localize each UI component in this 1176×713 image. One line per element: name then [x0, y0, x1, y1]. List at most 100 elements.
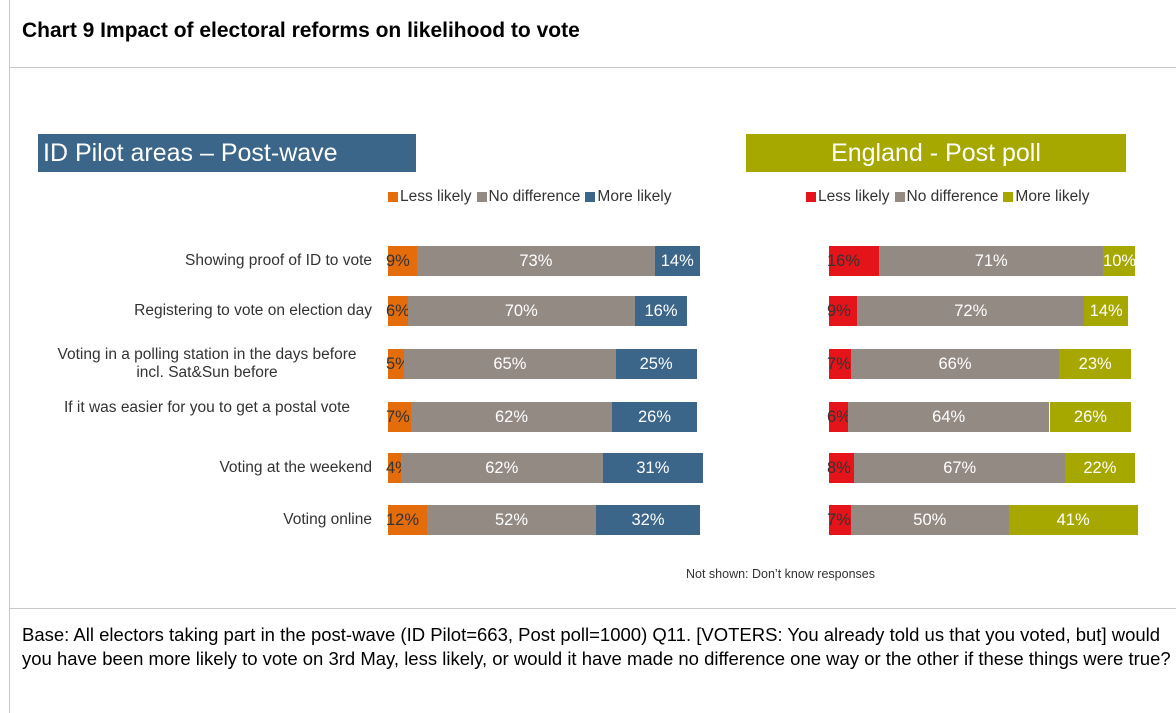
footnote: Not shown: Don’t know responses	[686, 567, 875, 581]
bar-segment-more-likely	[1065, 453, 1135, 483]
category-label: Voting at the weekend	[219, 459, 372, 476]
bar-segment-less-likely	[388, 402, 411, 432]
data-label: 65%	[493, 355, 527, 373]
bar-segment-no-difference	[854, 453, 1066, 483]
category-label: If it was easier for you to get a postal…	[63, 399, 351, 416]
data-label: 6%	[386, 302, 410, 320]
data-label: 7%	[827, 355, 851, 373]
data-label: 16%	[644, 302, 678, 320]
data-label: 64%	[932, 408, 966, 426]
bar-segment-no-difference	[407, 296, 635, 326]
data-label: 14%	[660, 252, 694, 270]
bar-segment-no-difference	[404, 349, 616, 379]
data-label: 14%	[1089, 302, 1123, 320]
bar-segment-no-difference	[410, 402, 613, 432]
data-label: 71%	[974, 252, 1008, 270]
bar-segment-more-likely	[602, 453, 704, 483]
chart-title: Chart 9 Impact of electoral reforms on l…	[22, 19, 580, 42]
data-label: 25%	[639, 355, 673, 373]
bar-segment-no-difference	[847, 402, 1050, 432]
data-label: 62%	[494, 408, 529, 426]
legend-swatch	[894, 192, 905, 202]
panel-title-id-pilot: ID Pilot areas – Post-wave	[38, 134, 416, 172]
data-label: 32%	[631, 511, 665, 529]
data-label: 70%	[504, 302, 538, 320]
bar-segment-less-likely	[388, 246, 418, 276]
bar-segment-less-likely	[829, 402, 848, 432]
base-text: Base: All electors taking part in the po…	[22, 624, 1171, 669]
legend-item-more-likely: More likely	[585, 188, 672, 206]
data-label: 7%	[827, 511, 851, 529]
data-label: 8%	[827, 459, 851, 477]
bar-segment-less-likely	[829, 453, 855, 483]
data-label: 41%	[1056, 511, 1090, 529]
legend-swatch	[388, 192, 398, 202]
legend-label: No difference	[906, 188, 999, 205]
data-label: 7%	[386, 408, 410, 426]
legend-item-no-difference: No difference	[894, 188, 999, 206]
legend-label: Less likely	[818, 188, 890, 205]
legend-england: Less likely No difference More likely	[806, 188, 1095, 206]
data-label: 23%	[1078, 355, 1112, 373]
data-label: 72%	[954, 302, 988, 320]
legend-swatch	[806, 192, 816, 202]
category-label: Registering to vote on election day	[134, 302, 372, 319]
legend-item-no-difference: No difference	[476, 188, 581, 206]
bar-segment-no-difference	[857, 296, 1085, 326]
legend-label: Less likely	[400, 188, 472, 205]
data-label: 52%	[494, 511, 529, 529]
category-label: Voting in a polling station in the days …	[57, 346, 357, 381]
legend-item-more-likely: More likely	[1003, 188, 1090, 206]
legend-swatch	[476, 192, 487, 202]
data-label: 16%	[827, 252, 861, 270]
data-label: 6%	[827, 408, 851, 426]
bar-segment-more-likely	[654, 246, 700, 276]
bar-segment-no-difference	[879, 246, 1104, 276]
bar-segment-more-likely	[1058, 349, 1132, 379]
data-label: 9%	[386, 252, 410, 270]
data-label: 5%	[386, 355, 410, 373]
legend-label: More likely	[597, 188, 672, 205]
legend-label: More likely	[1015, 188, 1090, 205]
bar-segment-more-likely	[1084, 296, 1129, 326]
data-label: 10%	[1103, 252, 1137, 270]
data-label: 66%	[938, 355, 972, 373]
bar-segment-no-difference	[851, 505, 1009, 535]
bar-segment-more-likely	[596, 505, 700, 535]
legend-swatch	[1003, 192, 1014, 202]
bar-segment-more-likely	[635, 296, 687, 326]
data-label: 67%	[943, 459, 977, 477]
bar-segment-no-difference	[851, 349, 1059, 379]
data-label: 22%	[1083, 459, 1117, 477]
bar-segment-more-likely	[1049, 402, 1132, 432]
bar-segment-less-likely	[829, 246, 880, 276]
bar-segment-more-likely	[615, 349, 697, 379]
title-bar	[9, 0, 1176, 68]
legend-label: No difference	[488, 188, 581, 205]
divider	[9, 608, 1176, 609]
data-label: 31%	[636, 459, 670, 477]
bar-segment-no-difference	[417, 246, 655, 276]
legend-item-less-likely: Less likely	[388, 188, 472, 206]
bar-segment-less-likely	[388, 453, 401, 483]
chart-frame	[9, 0, 1176, 713]
bar-segment-less-likely	[829, 349, 852, 379]
category-label: Showing proof of ID to vote	[185, 252, 372, 269]
panel-title-england: England - Post poll	[746, 134, 1126, 172]
legend-id-pilot: Less likely No difference More likely	[388, 188, 677, 206]
bar-segment-less-likely	[388, 505, 427, 535]
data-label: 73%	[519, 252, 553, 270]
bar-segment-more-likely	[1008, 505, 1138, 535]
bar-segment-more-likely	[612, 402, 697, 432]
bar-segment-more-likely	[1103, 246, 1135, 276]
data-label: 26%	[637, 408, 672, 426]
bar-segment-no-difference	[401, 453, 603, 483]
data-label: 9%	[827, 302, 851, 320]
data-label: 26%	[1073, 408, 1107, 426]
bar-segment-less-likely	[829, 505, 852, 535]
data-label: 50%	[913, 511, 947, 529]
bar-segment-less-likely	[388, 349, 405, 379]
legend-swatch	[585, 192, 596, 202]
data-label: 12%	[386, 511, 420, 529]
data-label: 62%	[485, 459, 519, 477]
